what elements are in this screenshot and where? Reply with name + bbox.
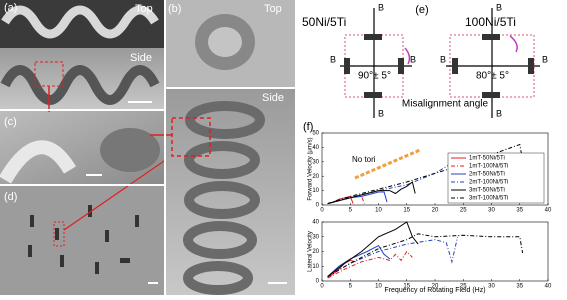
ring (100, 128, 160, 172)
annotation: No tori (352, 155, 376, 164)
panel-label: (e) (415, 4, 428, 16)
legend-label: 1mT-100Ni/5Ti (469, 164, 508, 170)
helix-icons (344, 34, 534, 98)
sample-title: 100Ni/5Ti (465, 15, 516, 29)
legend-label: 1mT-50Ni/5Ti (469, 156, 505, 162)
y-tick-label: 0 (316, 203, 320, 209)
legend-box (447, 152, 545, 204)
series-line (327, 191, 388, 205)
caption: Misalignment angle (402, 99, 489, 110)
field-label: B (378, 108, 384, 118)
x-tick-label: 5 (349, 284, 353, 290)
zoom-box (171, 117, 211, 157)
x-tick-label: 10 (375, 208, 382, 214)
field-label: B (440, 54, 446, 64)
angle-label: 80°± 5° (476, 71, 509, 82)
photo-d (0, 185, 165, 295)
series-line (327, 250, 413, 279)
torus-hole (208, 27, 242, 57)
y-tick-label: 30 (312, 159, 319, 165)
x-tick-label: 30 (488, 284, 495, 290)
field-label: B (378, 2, 384, 12)
sample-title: 50Ni/5Ti (302, 15, 346, 29)
x-tick-label: 15 (403, 284, 410, 290)
x-tick-label: 35 (516, 284, 523, 290)
y-tick-label: 20 (312, 249, 319, 255)
strand (0, 140, 77, 184)
x-axis-label: Frequency of Rotating Field (Hz) (384, 287, 485, 294)
field-label: B (410, 54, 416, 64)
x-tick-label: 30 (488, 208, 495, 214)
plot-frame (321, 221, 549, 282)
y-tick-label: 30 (312, 234, 319, 240)
helices (28, 205, 139, 274)
x-tick-label: 25 (460, 208, 467, 214)
y-axis-label: Forward Velocity (μm/s) (308, 137, 314, 200)
series-line (327, 244, 391, 277)
y-tick-label: 40 (312, 220, 319, 226)
angle-arc (404, 47, 411, 65)
view-label: Top (135, 3, 153, 15)
series-line (327, 259, 357, 279)
angle-arc (509, 35, 518, 53)
x-tick-label: 40 (545, 208, 552, 214)
legend-label: 2mT-50Ni/5Ti (469, 172, 505, 178)
y-tick-label: 40 (312, 145, 319, 151)
panel-label: (b) (168, 3, 181, 15)
y-tick-label: 0 (316, 279, 320, 285)
y-tick-label: 20 (312, 174, 319, 180)
series-line (327, 233, 524, 278)
wave (1, 5, 159, 39)
x-tick-label: 20 (432, 208, 439, 214)
y-axis-label: Lateral Velocity (308, 231, 314, 272)
y-tick-label: 10 (312, 188, 319, 194)
angle-label: 90°± 5° (358, 71, 391, 82)
field-label: B (496, 2, 502, 12)
wave-side (0, 65, 160, 105)
x-tick-label: 35 (516, 208, 523, 214)
series-line (327, 221, 419, 277)
view-label: Side (130, 52, 152, 64)
field-label: B (330, 54, 336, 64)
series-line (327, 236, 459, 278)
x-tick-label: 15 (403, 208, 410, 214)
x-tick-label: 40 (545, 284, 552, 290)
panel-label: (a) (4, 2, 17, 14)
y-tick-label: 10 (312, 264, 319, 270)
legend-label: 3mT-100Ni/5Ti (469, 196, 508, 202)
y-tick-label: 50 (312, 131, 319, 137)
panel-label: (d) (4, 191, 17, 203)
x-tick-label: 0 (320, 208, 324, 214)
series-line (327, 181, 416, 205)
arrow (63, 149, 181, 231)
series-line (327, 162, 459, 205)
panel-label: (c) (4, 116, 17, 128)
x-tick-label: 25 (460, 284, 467, 290)
x-tick-label: 20 (432, 284, 439, 290)
view-label: Side (262, 92, 284, 104)
x-tick-label: 0 (320, 284, 324, 290)
view-label: Top (264, 3, 282, 15)
legend-label: 3mT-50Ni/5Ti (469, 188, 505, 194)
legend-label: 2mT-100Ni/5Ti (469, 180, 508, 186)
field-label: B (542, 54, 548, 64)
helix (183, 101, 265, 295)
series-line (327, 143, 526, 205)
x-tick-label: 10 (375, 284, 382, 290)
zoom-box (53, 221, 65, 247)
panel-label: (f) (303, 121, 313, 133)
x-tick-label: 5 (349, 208, 353, 214)
field-label: B (496, 108, 502, 118)
